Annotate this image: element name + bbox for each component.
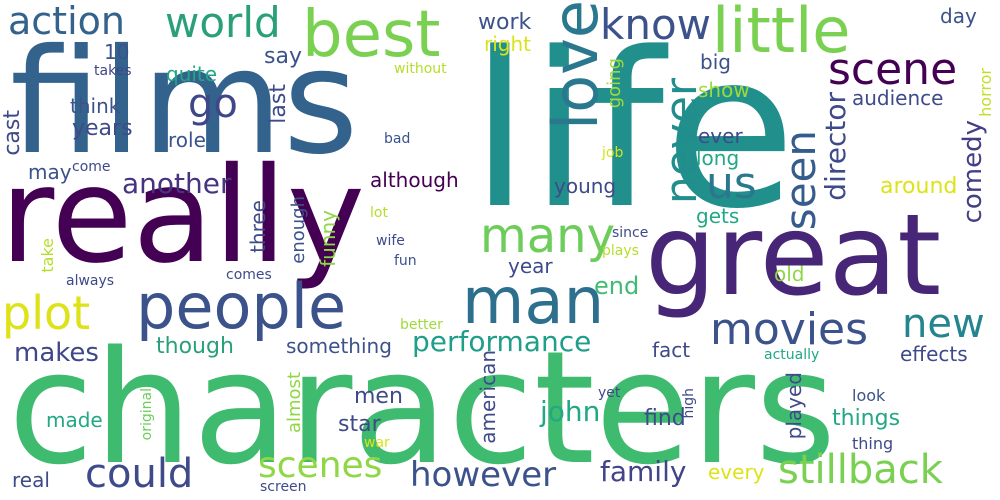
word-best: best <box>302 0 441 72</box>
word-come: come <box>72 159 111 175</box>
word-around: around <box>880 174 958 199</box>
word-look: look <box>852 386 886 405</box>
word-made: made <box>46 408 103 432</box>
word-could: could <box>85 451 194 497</box>
word-scenes: scenes <box>258 445 383 486</box>
word-show: show <box>698 78 750 102</box>
word-though: though <box>156 334 234 359</box>
word-another: another <box>122 167 232 200</box>
word-without: without <box>394 61 447 77</box>
word-played: played <box>782 372 806 440</box>
word-take: take <box>38 238 57 273</box>
word-three: three <box>246 200 270 253</box>
word-world: world <box>165 0 281 47</box>
word-find: find <box>644 406 686 431</box>
word-audience: audience <box>852 86 944 110</box>
word-say: say <box>264 44 302 69</box>
word-director: director <box>819 92 852 201</box>
word-john: john <box>540 395 601 428</box>
word-us: us <box>706 158 757 209</box>
word-life: life <box>470 7 796 256</box>
word-go: go <box>188 81 238 127</box>
word-years: years <box>72 116 133 141</box>
word-almost: almost <box>284 372 305 434</box>
word-long: long <box>696 146 740 170</box>
word-year: year <box>508 254 553 278</box>
word-thing: thing <box>852 434 894 453</box>
word-things: things <box>832 406 901 431</box>
word-screen: screen <box>260 479 307 495</box>
word-job: job <box>602 145 624 161</box>
word-star: star <box>338 412 381 437</box>
word-gets: gets <box>696 204 740 228</box>
word-men: men <box>354 384 403 409</box>
word-new: new <box>902 301 985 347</box>
word-every: every <box>708 460 765 484</box>
word-scene: scene <box>828 44 958 95</box>
word-characters: characters <box>8 317 837 499</box>
word-enough: enough <box>288 196 309 264</box>
word-movies: movies <box>710 304 869 355</box>
word-work: work <box>478 10 532 35</box>
word-war: war <box>364 435 390 451</box>
word-love: love <box>539 0 612 130</box>
word-quite: quite <box>166 62 218 86</box>
word-makes: makes <box>14 338 99 368</box>
word-comedy: comedy <box>958 120 988 224</box>
word-cast: cast <box>0 110 25 156</box>
word-horror: horror <box>976 68 995 117</box>
word-since: since <box>612 225 649 241</box>
word-fun: fun <box>394 253 417 269</box>
word-stillback: stillback <box>778 447 943 493</box>
word-lot: lot <box>370 205 388 221</box>
word-young: young <box>554 174 617 198</box>
word-10: 10 <box>104 40 130 64</box>
word-role: role <box>168 128 206 152</box>
word-takes: takes <box>94 63 132 79</box>
word-plays: plays <box>602 243 639 259</box>
word-seen: seen <box>776 130 825 231</box>
word-actually: actually <box>764 347 820 363</box>
word-however: however <box>410 455 557 495</box>
word-going: going <box>604 58 625 109</box>
word-man: man <box>462 265 605 339</box>
word-action: action <box>8 0 125 43</box>
word-effects: effects <box>900 342 968 366</box>
word-fact: fact <box>652 338 691 362</box>
word-family: family <box>600 455 687 488</box>
word-funny: funny <box>316 210 340 267</box>
word-great: great <box>645 191 942 321</box>
word-really: really <box>0 139 365 293</box>
word-little: little <box>712 0 851 67</box>
word-performance: performance <box>412 325 592 358</box>
word-many: many <box>480 208 615 264</box>
word-american: american <box>476 350 500 444</box>
word-people: people <box>136 270 347 343</box>
word-big: big <box>700 50 731 74</box>
word-right: right <box>484 32 531 56</box>
word-old: old <box>774 262 805 286</box>
word-know: know <box>600 0 711 49</box>
word-although: although <box>370 168 459 192</box>
word-bad: bad <box>384 131 411 147</box>
word-day: day <box>940 4 977 28</box>
word-wife: wife <box>376 233 405 249</box>
word-think: think <box>70 94 121 118</box>
word-yet: yet <box>598 385 621 401</box>
word-may: may <box>28 160 72 184</box>
word-better: better <box>400 317 443 333</box>
word-always: always <box>66 273 115 289</box>
word-real: real <box>12 468 50 492</box>
word-original: original <box>139 388 155 441</box>
word-films: films <box>10 18 359 187</box>
word-plot: plot <box>2 286 91 340</box>
word-ever: ever <box>698 124 743 148</box>
word-comes: comes <box>226 267 272 283</box>
word-something: something <box>286 334 392 358</box>
word-end: end <box>594 272 640 300</box>
word-last: last <box>266 84 291 124</box>
